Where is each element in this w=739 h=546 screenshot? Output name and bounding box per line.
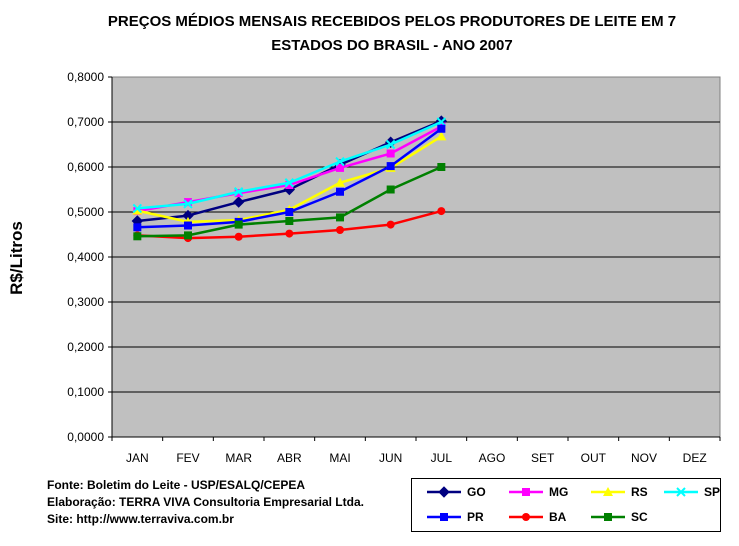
legend-swatch	[664, 487, 698, 497]
data-point-ba	[336, 226, 344, 234]
legend-item-go: GO	[427, 484, 486, 500]
series-layer	[131, 115, 448, 243]
data-point-ba	[437, 207, 446, 216]
x-tick-label: NOV	[631, 451, 657, 465]
y-tick-label: 0,4000	[67, 250, 104, 264]
x-tick-label: ABR	[277, 451, 302, 465]
y-tick-label: 0,1000	[67, 385, 104, 399]
data-point-rs	[132, 205, 143, 215]
x-tick-label: SET	[531, 451, 555, 465]
data-point-pr	[437, 124, 446, 133]
x-tick-label: OUT	[581, 451, 607, 465]
x-tick-label: JAN	[126, 451, 149, 465]
legend-swatch	[591, 487, 625, 496]
legend-swatch-marker	[438, 486, 450, 498]
legend-swatch	[427, 486, 461, 498]
data-point-sp	[284, 178, 295, 188]
legend-swatch	[509, 488, 543, 496]
y-tick-label: 0,7000	[67, 115, 104, 129]
legend-swatch-marker	[522, 513, 530, 521]
data-point-mg	[386, 149, 395, 158]
data-point-ba	[386, 220, 395, 229]
site-note: Site: http://www.terraviva.com.br	[47, 512, 234, 526]
data-point-sp	[183, 199, 193, 209]
data-point-sc	[386, 185, 395, 194]
legend-label: RS	[631, 485, 648, 499]
x-tick-label: AGO	[479, 451, 506, 465]
data-point-ba	[285, 229, 294, 238]
data-point-sc	[184, 231, 192, 240]
y-tick-label: 0,2000	[67, 340, 104, 354]
legend: GO MG RS SP PR BA SC	[411, 478, 721, 532]
data-point-pr	[133, 223, 142, 232]
legend-swatch	[427, 513, 461, 521]
x-axis: JAN FEV MAR ABR MAI JUN JUL AGO SET OUT NOV DEZ	[111, 77, 721, 465]
data-point-sp	[385, 139, 396, 150]
data-point-sc	[133, 232, 142, 241]
x-tick-label: MAR	[225, 451, 252, 465]
legend-item-mg: MG	[509, 484, 568, 500]
data-point-mg	[285, 181, 294, 189]
series-sp	[132, 117, 447, 214]
legend-label: BA	[549, 510, 567, 524]
source-note: Fonte: Boletim do Leite - USP/ESALQ/CEPE…	[47, 478, 306, 492]
legend-item-rs: RS	[591, 484, 648, 500]
legend-label: PR	[467, 510, 484, 524]
x-tick-label: MAI	[329, 451, 350, 465]
data-point-mg	[184, 198, 192, 207]
y-axis: 0,0000 0,1000 0,2000 0,3000 0,4000 0,5000 0,60…	[67, 70, 112, 444]
x-tick-label: JUN	[379, 451, 402, 465]
footer-notes: Fonte: Boletim do Leite - USP/ESALQ/CEPE…	[47, 477, 364, 528]
legend-label: SC	[631, 510, 648, 524]
data-point-sc	[437, 163, 446, 171]
y-tick-label: 0,5000	[67, 205, 104, 219]
data-point-sc	[285, 217, 294, 225]
legend-swatch-marker	[440, 513, 448, 521]
data-point-pr	[386, 162, 395, 171]
data-point-sp	[436, 117, 447, 127]
y-tick-label: 0,3000	[67, 295, 104, 309]
chart-title-line-2: ESTADOS DO BRASIL - ANO 2007	[271, 37, 512, 54]
legend-swatch-marker	[522, 488, 530, 496]
legend-label: GO	[467, 485, 486, 499]
legend-swatch-marker	[603, 487, 613, 496]
elaboration-note: Elaboração: TERRA VIVA Consultoria Empre…	[47, 495, 364, 509]
legend-label: SP	[704, 485, 721, 499]
chart-title-line-1: PREÇOS MÉDIOS MENSAIS RECEBIDOS PELOS PR…	[108, 13, 676, 30]
legend-swatch-marker	[604, 513, 612, 521]
grid-lines	[112, 121, 720, 393]
data-point-sp	[335, 156, 345, 167]
data-point-sc	[234, 220, 243, 229]
legend-swatch-marker	[676, 487, 686, 497]
y-tick-label: 0,6000	[67, 160, 104, 174]
data-point-go	[232, 196, 245, 208]
data-point-pr	[285, 208, 294, 216]
x-tick-label: FEV	[176, 451, 199, 465]
x-tick-label: DEZ	[683, 451, 707, 465]
legend-swatch	[591, 513, 625, 521]
y-axis-label: R$/Litros	[7, 221, 26, 295]
legend-item-pr: PR	[427, 509, 484, 525]
x-tick-label: JUL	[431, 451, 453, 465]
data-point-ba	[234, 232, 243, 241]
data-point-rs	[335, 177, 345, 187]
data-point-sp	[132, 203, 143, 214]
data-point-pr	[336, 187, 344, 196]
y-tick-label: 0,0000	[67, 430, 104, 444]
data-point-mg	[336, 163, 344, 172]
data-point-sc	[336, 213, 344, 222]
data-point-pr	[184, 221, 192, 230]
y-tick-label: 0,8000	[67, 70, 104, 84]
series-sc	[133, 163, 446, 241]
legend-item-sp: SP	[664, 484, 720, 500]
legend-label: MG	[549, 485, 569, 499]
legend-item-ba: BA	[509, 509, 566, 525]
legend-item-sc: SC	[591, 509, 648, 525]
data-point-rs	[436, 131, 447, 141]
legend-swatch	[509, 513, 543, 521]
data-point-sp	[233, 187, 244, 197]
